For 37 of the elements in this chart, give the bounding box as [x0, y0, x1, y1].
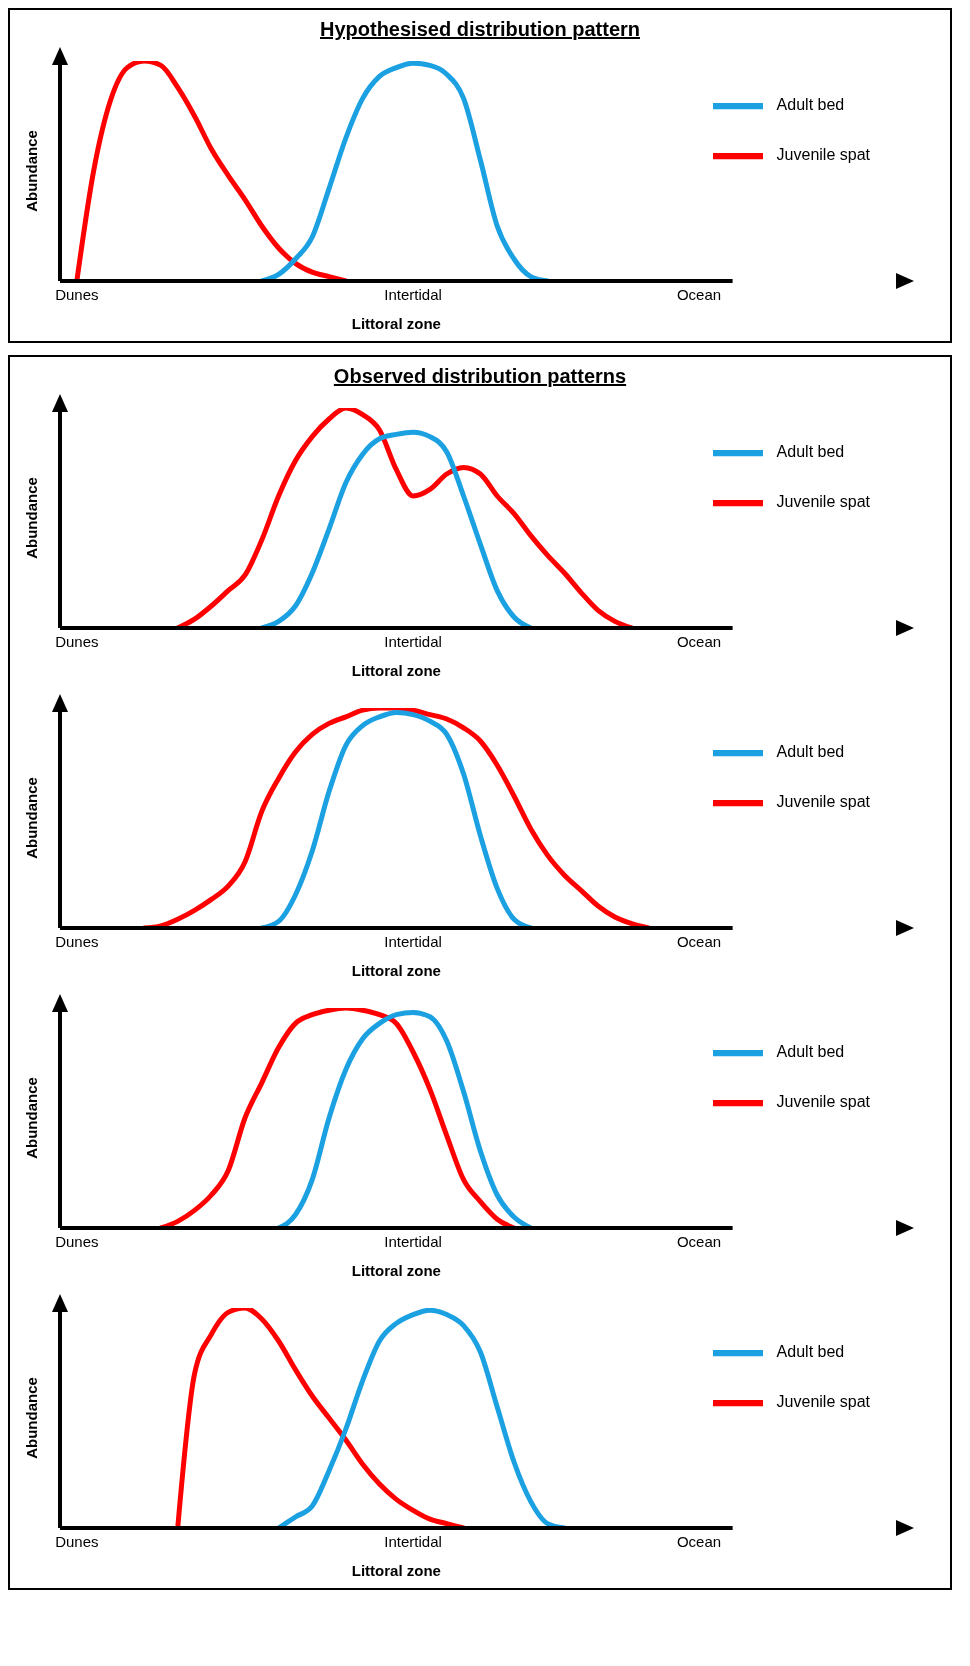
x-tick-label: Ocean [676, 1532, 722, 1550]
legend-label: Adult bed [776, 743, 845, 761]
legend-label: Adult bed [776, 443, 845, 461]
legend-label: Adult bed [776, 1043, 845, 1061]
x-tick-label: Dunes [55, 632, 99, 650]
y-axis-title: Abundance [23, 777, 41, 859]
x-axis-title: Littoral zone [351, 662, 441, 679]
x-tick-label: Dunes [55, 1532, 99, 1550]
chart-title: Hypothesised distribution pattern [319, 17, 641, 41]
x-tick-label: Ocean [676, 932, 722, 950]
x-tick-label: Ocean [676, 1232, 722, 1250]
x-axis-title: Littoral zone [351, 1262, 441, 1279]
legend-label: Adult bed [776, 1343, 845, 1361]
legend-label: Adult bed [776, 96, 845, 114]
y-axis-title: Abundance [23, 130, 41, 212]
x-tick-label: Dunes [55, 285, 99, 303]
legend-label: Juvenile spat [776, 146, 870, 164]
legend-label: Juvenile spat [776, 1393, 870, 1411]
x-tick-label: Intertidal [384, 1232, 442, 1250]
x-tick-label: Intertidal [384, 285, 442, 303]
legend-label: Juvenile spat [776, 1093, 870, 1111]
x-tick-label: Intertidal [384, 932, 442, 950]
legend-label: Juvenile spat [776, 493, 870, 511]
y-axis-title: Abundance [23, 1377, 41, 1459]
x-axis-title: Littoral zone [351, 962, 441, 979]
x-axis-title: Littoral zone [351, 315, 441, 332]
x-axis-title: Littoral zone [351, 1562, 441, 1579]
x-tick-label: Ocean [676, 285, 722, 303]
x-tick-label: Ocean [676, 632, 722, 650]
y-axis-title: Abundance [23, 477, 41, 559]
y-axis-title: Abundance [23, 1077, 41, 1159]
x-tick-label: Dunes [55, 1232, 99, 1250]
x-tick-label: Dunes [55, 932, 99, 950]
x-tick-label: Intertidal [384, 1532, 442, 1550]
x-tick-label: Intertidal [384, 632, 442, 650]
chart-title: Observed distribution patterns [332, 364, 628, 388]
legend-label: Juvenile spat [776, 793, 870, 811]
